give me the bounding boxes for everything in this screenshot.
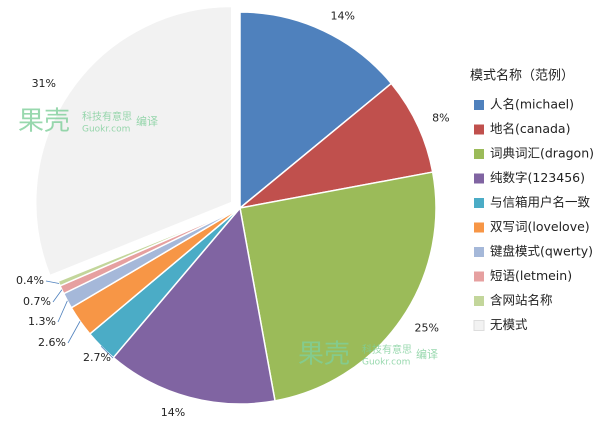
data-label: 0.4% — [16, 274, 44, 287]
watermark-site: Guokr.com — [82, 125, 130, 135]
legend-label: 纯数字(123456) — [490, 170, 585, 185]
watermark-slogan: 科技有意思 — [362, 343, 412, 356]
pie-slice — [35, 5, 233, 277]
leader-line — [52, 289, 63, 303]
data-label: 2.7% — [83, 351, 111, 364]
watermark-logo: 果壳 — [18, 107, 70, 137]
legend-label: 含网站名称 — [490, 293, 553, 308]
legend-label: 与信箱用户名一致 — [490, 195, 591, 210]
legend-label: 人名(michael) — [490, 97, 574, 112]
leader-line — [100, 345, 114, 359]
legend-label: 双写词(lovelove) — [490, 219, 590, 234]
data-label: 8% — [432, 111, 449, 124]
watermark-note: 编译 — [136, 114, 158, 128]
legend-title: 模式名称（范例） — [470, 68, 574, 84]
data-label: 14% — [161, 406, 185, 419]
legend-swatch — [474, 198, 484, 208]
legend-swatch — [474, 124, 484, 135]
watermark: 果壳 科技有意思 Guokr.com 编译 果壳 科技有意思 Guokr.com… — [18, 107, 438, 370]
legend-swatch — [473, 320, 485, 331]
legend-label: 短语(letmein) — [490, 268, 572, 283]
leader-line — [57, 300, 68, 323]
legend-label: 词典词汇(dragon) — [490, 146, 594, 161]
leader-line — [67, 321, 81, 344]
legend-label: 键盘模式(qwerty) — [490, 244, 593, 259]
watermark-logo: 果壳 — [298, 340, 350, 370]
legend-swatch — [474, 100, 484, 110]
legend-swatch — [474, 247, 484, 257]
pie-slice — [239, 82, 434, 209]
pie — [35, 5, 437, 405]
data-label: 1.3% — [28, 315, 56, 328]
watermark-site: Guokr.com — [362, 358, 410, 368]
watermark-slogan: 科技有意思 — [82, 110, 132, 123]
data-label: 25% — [415, 321, 439, 334]
legend-label: 地名(canada) — [490, 121, 570, 136]
legend-label: 无模式 — [490, 317, 528, 332]
pie-slice — [112, 206, 276, 405]
legend-swatch — [474, 149, 484, 159]
legend-swatch — [474, 296, 484, 306]
legend-swatch — [474, 271, 484, 282]
pie-slice — [239, 11, 393, 210]
data-label: 0.7% — [23, 295, 51, 308]
leader-line — [45, 280, 60, 284]
data-label: 2.6% — [38, 336, 66, 349]
data-label: 31% — [32, 77, 56, 90]
legend-swatch — [474, 222, 484, 233]
pie-slice — [239, 171, 437, 402]
legend: 人名(michael) 地名(canada) 词典词汇(dragon) 纯数字(123… — [473, 97, 594, 332]
legend-swatch — [474, 173, 484, 184]
data-label: 14% — [331, 9, 355, 22]
data-labels: 14% 8% 25% 14% 2.7% 2.6% 1.3% 0.7% 0.4% 31% — [16, 9, 450, 418]
watermark-note: 编译 — [416, 347, 438, 361]
